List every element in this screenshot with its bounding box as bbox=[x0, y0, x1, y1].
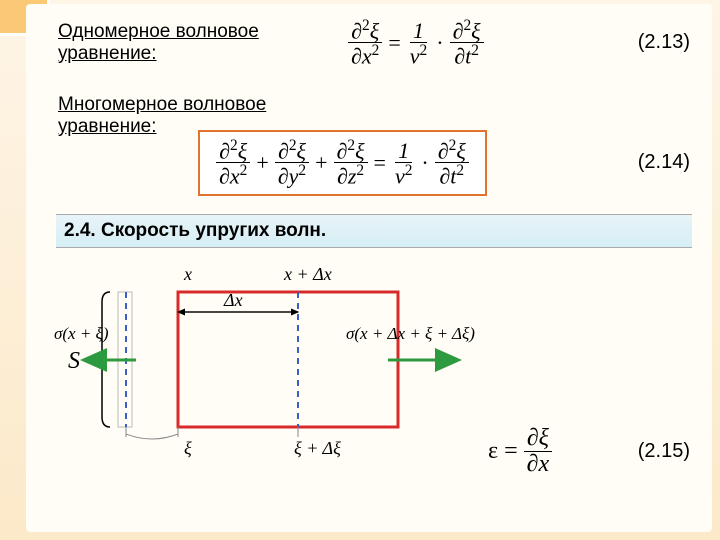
label-1d-wave: Одномерное волновое уравнение: bbox=[58, 21, 288, 65]
eqnum-2-14: (2.14) bbox=[638, 151, 690, 174]
section-2-4-title: 2.4. Скорость упругих волн. bbox=[56, 214, 692, 248]
diagram-label-xi: ξ bbox=[184, 438, 192, 459]
diagram-label-x: x bbox=[184, 264, 192, 285]
row-eq-2-14: ∂2ξ∂x2 + ∂2ξ∂y2 + ∂2ξ∂z2 = 1v2 · ∂2ξ∂t2 … bbox=[58, 130, 690, 196]
diagram-label-sigma-left: σ(x + ξ) bbox=[54, 324, 109, 344]
diagram-label-sigma-right: σ(x + Δx + ξ + Δξ) bbox=[346, 324, 475, 344]
diagram-label-xipd: ξ + Δξ bbox=[294, 438, 341, 459]
equation-2-15: ε = ∂ξ∂x bbox=[488, 426, 552, 477]
row-eq-2-13: Одномерное волновое уравнение: ∂2ξ∂x2 = … bbox=[58, 18, 690, 68]
equation-2-13: ∂2ξ∂x2 = 1v2 · ∂2ξ∂t2 bbox=[348, 18, 484, 68]
diagram-label-S: S bbox=[68, 348, 80, 375]
eqnum-2-13: (2.13) bbox=[638, 31, 690, 54]
diagram-svg bbox=[58, 262, 478, 462]
eqnum-2-15: (2.15) bbox=[638, 440, 690, 463]
slide-content: Одномерное волновое уравнение: ∂2ξ∂x2 = … bbox=[26, 4, 712, 532]
elastic-wave-diagram: S x x + Δx Δx σ(x + ξ) σ(x + Δx + ξ + Δξ… bbox=[58, 262, 478, 462]
equation-2-14-box: ∂2ξ∂x2 + ∂2ξ∂y2 + ∂2ξ∂z2 = 1v2 · ∂2ξ∂t2 bbox=[198, 130, 487, 196]
diagram-label-xpdx: x + Δx bbox=[284, 264, 332, 285]
equation-2-14: ∂2ξ∂x2 + ∂2ξ∂y2 + ∂2ξ∂z2 = 1v2 · ∂2ξ∂t2 bbox=[216, 138, 469, 188]
diagram-label-dx: Δx bbox=[224, 290, 243, 311]
